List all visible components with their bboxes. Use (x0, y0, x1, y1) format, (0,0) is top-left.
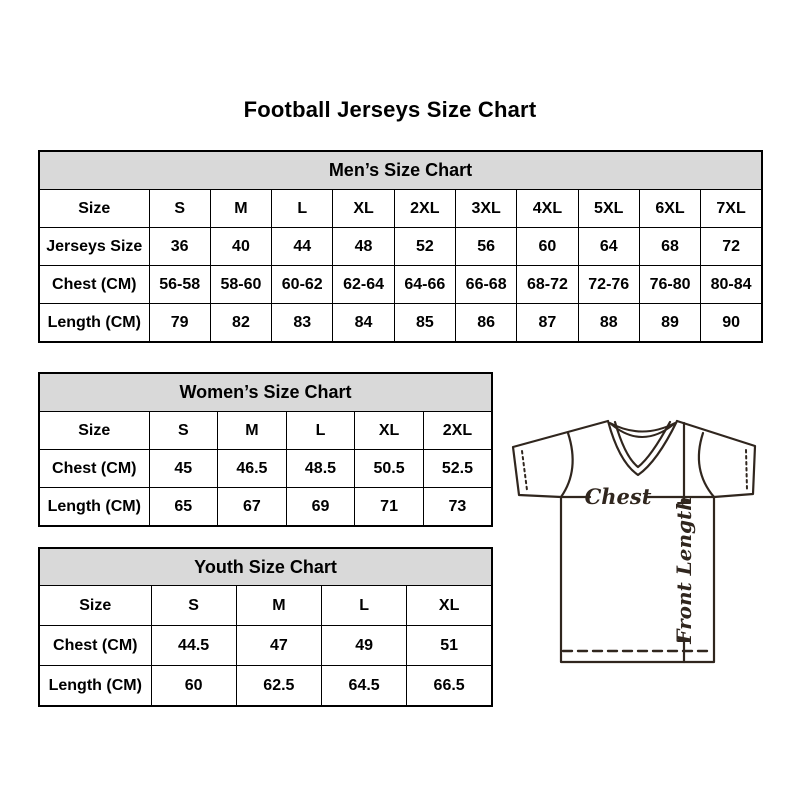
men-col-header: 2XL (393, 189, 456, 228)
men-cell: 68 (638, 227, 702, 266)
men-table-title: Men’s Size Chart (38, 150, 763, 190)
men-cell: 58-60 (209, 265, 273, 304)
youth-cell: 44.5 (150, 625, 237, 666)
men-cell: 56 (454, 227, 518, 266)
left-cuff-dash (521, 450, 528, 491)
men-col-header: M (209, 189, 273, 228)
men-col-header: 5XL (577, 189, 640, 228)
women-col-header: L (285, 411, 356, 450)
men-cell: 89 (638, 303, 702, 343)
women-cell: 52.5 (422, 449, 493, 488)
front-length-label: Front Length (672, 496, 696, 645)
youth-cell: 62.5 (235, 665, 323, 707)
men-cell: 62-64 (332, 265, 395, 304)
youth-cell: 60 (150, 665, 237, 707)
men-col-header: 4XL (516, 189, 579, 228)
women-size-table: Women’s Size Chart Size S M L XL 2XL Chest (CM)… (38, 372, 493, 527)
men-cell: 82 (209, 303, 273, 343)
women-table-title: Women’s Size Chart (38, 372, 493, 412)
youth-table-title: Youth Size Chart (38, 547, 493, 586)
men-cell: 64-66 (393, 265, 456, 304)
men-cell: 36 (148, 227, 211, 266)
men-cell: 85 (393, 303, 456, 343)
men-col-header: XL (332, 189, 395, 228)
men-col-header-label: Size (38, 189, 150, 228)
men-row-label: Jerseys Size (38, 227, 150, 266)
men-size-table: Men’s Size Chart Size S M L XL 2XL 3XL 4XL 5XL 6XL… (38, 150, 763, 343)
right-cuff-dash (745, 449, 748, 491)
youth-row-label: Length (CM) (38, 665, 152, 707)
jersey-outline-icon (511, 419, 757, 664)
women-col-header: S (148, 411, 219, 450)
women-cell: 65 (148, 487, 219, 527)
women-col-header-label: Size (38, 411, 150, 450)
men-cell: 87 (516, 303, 579, 343)
men-cell: 64 (577, 227, 640, 266)
youth-size-table: Youth Size Chart Size S M L XL Chest (CM) 44.5 4… (38, 547, 493, 707)
men-col-header: 6XL (638, 189, 702, 228)
women-cell: 48.5 (285, 449, 356, 488)
youth-cell: 51 (406, 625, 493, 666)
youth-col-header: XL (406, 585, 493, 626)
women-cell: 45 (148, 449, 219, 488)
youth-col-header: M (235, 585, 323, 626)
youth-col-header: L (320, 585, 408, 626)
youth-col-header-label: Size (38, 585, 152, 626)
men-cell: 44 (271, 227, 334, 266)
women-cell: 46.5 (217, 449, 287, 488)
youth-col-header: S (150, 585, 237, 626)
women-cell: 69 (285, 487, 356, 527)
page-title: Football Jerseys Size Chart (243, 97, 537, 122)
youth-row-label: Chest (CM) (38, 625, 152, 666)
men-cell: 72 (700, 227, 763, 266)
women-cell: 71 (354, 487, 424, 527)
men-cell: 60-62 (271, 265, 334, 304)
jersey-measurement-diagram: Chest Front Length (511, 419, 757, 664)
men-cell: 84 (332, 303, 395, 343)
youth-cell: 47 (235, 625, 323, 666)
men-col-header: 7XL (700, 189, 763, 228)
men-row-label: Length (CM) (38, 303, 150, 343)
chest-label: Chest (585, 484, 652, 509)
men-cell: 56-58 (148, 265, 211, 304)
women-col-header: XL (354, 411, 424, 450)
men-cell: 48 (332, 227, 395, 266)
women-cell: 67 (217, 487, 287, 527)
men-cell: 88 (577, 303, 640, 343)
men-cell: 52 (393, 227, 456, 266)
women-row-label: Length (CM) (38, 487, 150, 527)
men-cell: 60 (516, 227, 579, 266)
youth-cell: 49 (320, 625, 408, 666)
men-cell: 86 (454, 303, 518, 343)
men-cell: 72-76 (577, 265, 640, 304)
men-cell: 80-84 (700, 265, 763, 304)
men-col-header: S (148, 189, 211, 228)
women-col-header: M (217, 411, 287, 450)
women-row-label: Chest (CM) (38, 449, 150, 488)
youth-cell: 66.5 (406, 665, 493, 707)
front-length-measure-line (677, 421, 691, 664)
women-cell: 73 (422, 487, 493, 527)
youth-cell: 64.5 (320, 665, 408, 707)
men-cell: 76-80 (638, 265, 702, 304)
men-col-header: 3XL (454, 189, 518, 228)
men-cell: 90 (700, 303, 763, 343)
men-cell: 68-72 (516, 265, 579, 304)
men-cell: 66-68 (454, 265, 518, 304)
men-cell: 79 (148, 303, 211, 343)
women-col-header: 2XL (422, 411, 493, 450)
men-row-label: Chest (CM) (38, 265, 150, 304)
men-col-header: L (271, 189, 334, 228)
men-cell: 40 (209, 227, 273, 266)
women-cell: 50.5 (354, 449, 424, 488)
men-cell: 83 (271, 303, 334, 343)
